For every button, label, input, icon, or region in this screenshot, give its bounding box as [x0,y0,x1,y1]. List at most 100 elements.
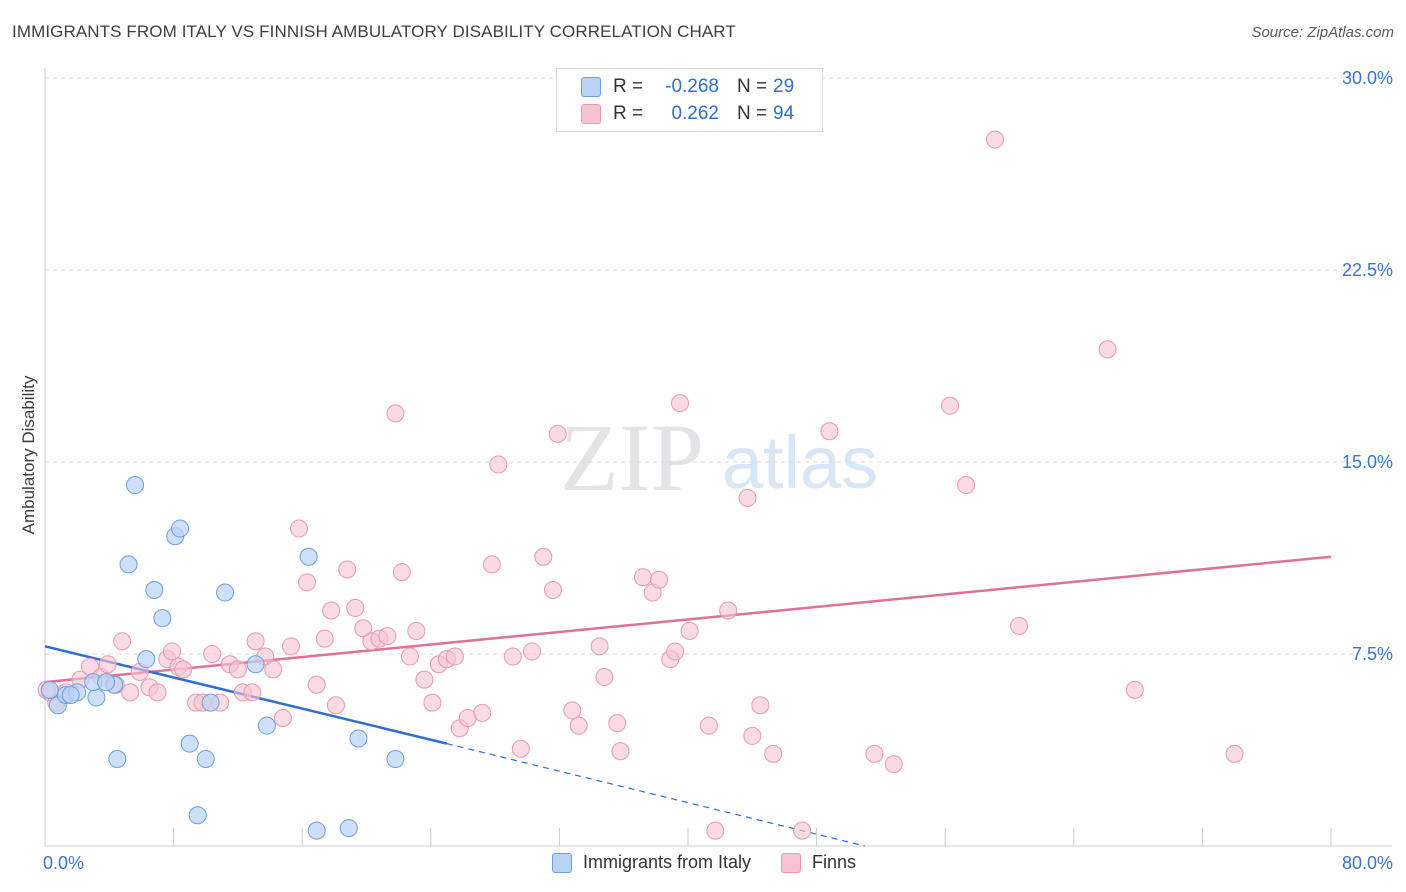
finns-point [445,647,464,666]
legend-item-italy: Immigrants from Italy [552,852,751,873]
n-value: 29 [773,76,795,97]
finns-point [706,821,725,840]
finns-point [670,394,689,413]
y-tick-label: 22.5% [1342,260,1393,280]
legend-row-finns: R = 0.262 N = 94 [581,101,794,127]
finns-point [511,739,530,758]
finns-point [680,621,699,640]
italy-point [145,581,164,599]
finns-point [751,696,770,715]
italy-point [61,685,80,704]
finns-point [273,709,292,727]
legend-label-italy: Immigrants from Italy [583,852,752,872]
italy-point [180,734,199,753]
finns-point [1225,744,1244,763]
finns-point [473,703,492,722]
legend-label-finns: Finns [812,852,857,872]
finns-point [1098,340,1117,359]
finns-point [590,637,609,656]
italy-point [246,655,265,674]
finns-point [264,660,283,679]
grid-lines [45,77,1392,655]
finns-point [595,668,614,687]
x-tick-label: 80.0% [1342,853,1393,873]
n-label: N = [737,103,768,124]
italy-point [201,693,220,712]
finns-point [569,716,588,735]
watermark-zip: ZIP [560,404,704,511]
finns-point [298,573,317,592]
italy-point [119,555,138,574]
finns-point [793,821,812,840]
italy-point [126,476,145,495]
finns-point [281,637,300,656]
legend-item-finns: Finns [781,852,856,873]
finns-point [228,660,247,679]
italy-point [386,749,405,768]
finns-point [941,396,960,415]
finns-point [543,581,562,599]
italy-point [339,819,358,838]
finns-point [738,488,757,507]
finns-point [162,642,181,661]
finns-point [764,744,783,763]
italy-point [216,583,235,602]
italy-point [97,673,116,692]
italy-point [87,688,106,707]
finns-point [246,632,265,651]
finns-point [346,598,365,617]
finns-point [489,455,508,474]
finns-point [174,660,193,679]
r-value: -0.268 [665,76,719,97]
italy-point [349,729,368,748]
data-points [37,130,1244,840]
x-tick-label: 0.0% [43,853,84,873]
finns-point [354,619,373,638]
finns-point [243,683,262,702]
finns-point [986,130,1005,149]
r-label: R = [613,103,644,124]
finns-point [203,645,222,663]
watermark: ZIP atlas [560,404,878,511]
italy-trend-extension [446,743,865,847]
italy-swatch [552,852,572,873]
italy-point [299,547,318,566]
finns-point [326,696,345,715]
finns-point [423,693,442,712]
finns-point [98,655,117,674]
finns-point [113,632,132,651]
finns-point [633,568,652,587]
series-legend: Immigrants from Italy Finns [552,852,886,873]
finns-point [865,744,884,763]
n-value: 94 [773,103,795,124]
y-tick-label: 15.0% [1342,452,1393,472]
y-tick-label: 30.0% [1342,68,1393,88]
italy-point [307,821,326,840]
n-label: N = [737,76,768,97]
finns-point [307,675,326,694]
x-tick-labels: 0.0% 80.0% [43,853,1393,873]
finns-point [743,726,762,745]
finns-point [563,701,582,720]
italy-point [137,650,156,669]
finns-point [1125,680,1144,699]
trend-lines [44,555,1332,847]
italy-point [257,716,276,735]
finns-point [548,424,567,443]
finns-point [392,563,411,582]
y-tick-label: 7.5% [1352,644,1393,664]
chart-title: IMMIGRANTS FROM ITALY VS FINNISH AMBULAT… [12,22,736,41]
finns-point [650,570,669,589]
axes [44,68,1392,847]
y-tick-labels: 7.5% 15.0% 22.5% 30.0% [1342,68,1393,664]
r-label: R = [613,76,644,97]
italy-swatch [581,77,601,97]
finns-point [407,621,426,640]
y-axis-label: Ambulatory Disability [19,375,38,534]
finns-point [148,683,167,702]
finns-point [289,519,308,538]
finns-point [719,601,738,620]
finns-point [322,601,341,620]
finns-swatch [581,104,601,124]
